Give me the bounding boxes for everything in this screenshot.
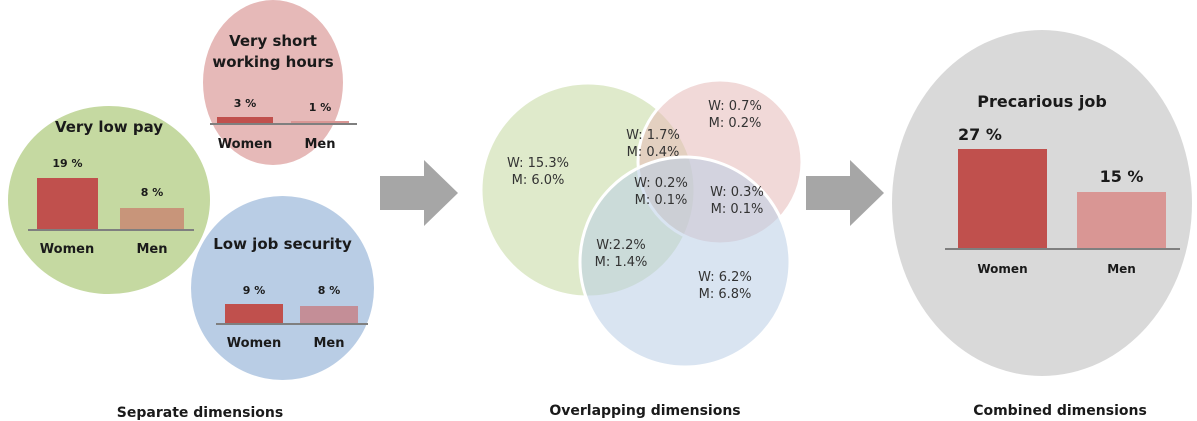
short-hours-men-pct: 1 %	[291, 101, 349, 114]
combined-title: Precarious job	[892, 91, 1192, 112]
low-pay-women-pct: 19 %	[37, 157, 98, 170]
venn-hours-security-women: W: 0.3%	[697, 184, 777, 201]
low-pay-women-bar	[37, 178, 98, 229]
job-security-men-pct: 8 %	[300, 284, 358, 297]
venn-pay-only-label: W: 15.3% M: 6.0%	[488, 155, 588, 189]
venn-hours-only-men: M: 0.2%	[690, 115, 780, 132]
venn-pay-hours-label: W: 1.7% M: 0.4%	[610, 127, 696, 161]
combined-dimensions-caption: Combined dimensions	[940, 403, 1180, 419]
job-security-title: Low job security	[191, 234, 374, 255]
venn-security-only-men: M: 6.8%	[680, 286, 770, 303]
combined-men-pct: 15 %	[1077, 167, 1166, 186]
arrow-right-icon	[806, 160, 886, 226]
short-hours-women-label: Women	[212, 137, 278, 152]
venn-all-three-men: M: 0.1%	[615, 192, 707, 209]
low-pay-men-bar	[120, 208, 184, 229]
overlapping-dimensions-caption: Overlapping dimensions	[525, 403, 765, 419]
venn-pay-hours-men: M: 0.4%	[610, 144, 696, 161]
combined-women-label: Women	[958, 262, 1047, 276]
combined-men-bar	[1077, 192, 1166, 248]
combined-axis	[945, 248, 1180, 250]
venn-pay-security-women: W:2.2%	[582, 237, 660, 254]
short-hours-men-label: Men	[288, 137, 352, 152]
venn-pay-security-label: W:2.2% M: 1.4%	[582, 237, 660, 271]
job-security-men-label: Men	[295, 336, 363, 351]
job-security-women-pct: 9 %	[225, 284, 283, 297]
low-pay-axis	[28, 229, 194, 231]
venn-security-only-label: W: 6.2% M: 6.8%	[680, 269, 770, 303]
short-hours-title-line1: Very short	[203, 31, 343, 52]
job-security-men-bar	[300, 306, 358, 323]
short-hours-women-pct: 3 %	[217, 97, 273, 110]
combined-men-label: Men	[1077, 262, 1166, 276]
job-security-axis	[216, 323, 368, 325]
combined-women-bar	[958, 149, 1047, 248]
venn-pay-only-women: W: 15.3%	[488, 155, 588, 172]
venn-pay-hours-women: W: 1.7%	[610, 127, 696, 144]
low-pay-women-label: Women	[32, 242, 102, 257]
venn-pay-security-men: M: 1.4%	[582, 254, 660, 271]
job-security-women-label: Women	[220, 336, 288, 351]
venn-hours-security-label: W: 0.3% M: 0.1%	[697, 184, 777, 218]
short-hours-title-line2: working hours	[203, 52, 343, 73]
low-pay-men-label: Men	[117, 242, 187, 257]
short-hours-axis	[210, 123, 357, 125]
job-security-women-bar	[225, 304, 283, 323]
venn-hours-only-label: W: 0.7% M: 0.2%	[690, 98, 780, 132]
venn-all-three-label: W: 0.2% M: 0.1%	[615, 175, 707, 209]
venn-hours-only-women: W: 0.7%	[690, 98, 780, 115]
low-pay-title: Very low pay	[8, 117, 210, 138]
combined-women-pct: 27 %	[958, 125, 1047, 144]
separate-dimensions-caption: Separate dimensions	[80, 405, 320, 421]
arrow-right-icon	[380, 160, 460, 226]
venn-pay-only-men: M: 6.0%	[488, 172, 588, 189]
venn-hours-security-men: M: 0.1%	[697, 201, 777, 218]
low-pay-men-pct: 8 %	[120, 186, 184, 199]
venn-all-three-women: W: 0.2%	[615, 175, 707, 192]
venn-security-only-women: W: 6.2%	[680, 269, 770, 286]
